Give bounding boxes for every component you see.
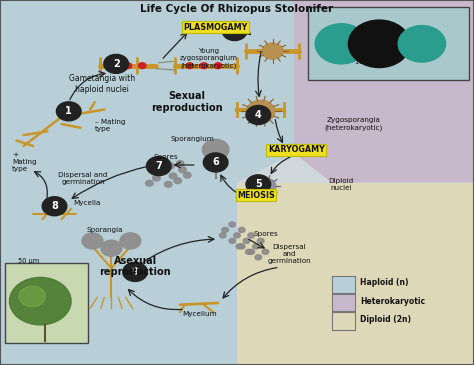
Circle shape (315, 24, 367, 64)
Circle shape (123, 262, 147, 281)
Circle shape (146, 157, 171, 176)
Text: – Mating
type: – Mating type (95, 119, 125, 132)
Text: Diploid
nuclei: Diploid nuclei (328, 178, 354, 191)
Circle shape (248, 249, 255, 254)
Circle shape (157, 162, 165, 168)
Text: Mycelia: Mycelia (73, 200, 101, 205)
Text: Sporangium: Sporangium (170, 137, 214, 142)
Circle shape (176, 161, 184, 166)
Circle shape (246, 175, 271, 194)
Circle shape (42, 197, 67, 216)
Text: 7: 7 (155, 161, 162, 171)
Circle shape (229, 238, 236, 243)
Text: Haploid (n): Haploid (n) (360, 278, 409, 287)
Circle shape (101, 240, 122, 256)
Circle shape (179, 167, 186, 173)
Circle shape (255, 255, 262, 260)
Circle shape (398, 26, 446, 62)
Text: Dispersal and
germination: Dispersal and germination (58, 172, 108, 185)
Circle shape (229, 222, 236, 227)
Circle shape (222, 22, 247, 41)
Circle shape (138, 63, 146, 69)
Polygon shape (237, 182, 474, 365)
Circle shape (238, 244, 245, 249)
Bar (308, 7, 469, 80)
Circle shape (19, 286, 46, 307)
Circle shape (183, 172, 191, 178)
Text: 5: 5 (255, 179, 262, 189)
Text: 3: 3 (231, 26, 238, 36)
Circle shape (153, 175, 160, 181)
Circle shape (167, 163, 174, 169)
Circle shape (257, 238, 264, 243)
Text: Spores: Spores (253, 231, 278, 237)
Text: Dispersal
and
germination: Dispersal and germination (267, 244, 311, 264)
Text: 1: 1 (65, 106, 72, 116)
Polygon shape (0, 0, 294, 365)
Circle shape (164, 181, 172, 187)
Text: Sexual
reproduction: Sexual reproduction (151, 91, 223, 113)
Text: Zygosporangia
(heterokaryotic): Zygosporangia (heterokaryotic) (324, 118, 382, 131)
Circle shape (214, 63, 222, 69)
Circle shape (238, 227, 245, 233)
Circle shape (222, 227, 228, 233)
Polygon shape (294, 0, 474, 182)
Circle shape (236, 244, 243, 249)
Circle shape (110, 63, 118, 69)
Text: 9: 9 (132, 267, 138, 277)
Text: 50 μm: 50 μm (18, 258, 39, 264)
Text: Heterokaryotic: Heterokaryotic (360, 297, 425, 306)
Circle shape (120, 233, 141, 249)
Circle shape (248, 233, 255, 238)
Circle shape (9, 277, 71, 325)
Text: Gametangia with
haploid nuclei: Gametangia with haploid nuclei (69, 74, 135, 94)
Circle shape (186, 63, 193, 69)
Bar (5, 263, 88, 343)
Circle shape (56, 102, 81, 121)
Circle shape (200, 63, 208, 69)
Circle shape (146, 180, 153, 186)
Circle shape (262, 249, 269, 254)
Circle shape (219, 233, 226, 238)
Circle shape (246, 105, 271, 124)
Text: Sporangia: Sporangia (86, 227, 123, 233)
Text: KARYOGAMY: KARYOGAMY (268, 145, 325, 154)
Circle shape (202, 139, 229, 160)
Text: Asexual
reproduction: Asexual reproduction (99, 255, 171, 277)
Text: 6: 6 (212, 157, 219, 168)
Circle shape (348, 20, 410, 68)
Circle shape (124, 63, 132, 69)
Circle shape (243, 238, 250, 243)
Text: Young
zygosporangium
(heterokaryotic): Young zygosporangium (heterokaryotic) (180, 48, 237, 69)
Text: 4: 4 (255, 110, 262, 120)
Circle shape (174, 178, 182, 184)
Text: Diploid (2n): Diploid (2n) (360, 315, 411, 324)
Circle shape (203, 153, 228, 172)
Circle shape (169, 173, 177, 179)
Circle shape (82, 233, 103, 249)
Text: MEIOSIS: MEIOSIS (237, 191, 275, 200)
Bar (332, 312, 355, 330)
Text: Mycelium: Mycelium (182, 311, 217, 317)
Bar (332, 294, 355, 311)
Text: Spores: Spores (154, 154, 178, 160)
Circle shape (255, 178, 276, 194)
Text: PLASMOGAMY: PLASMOGAMY (183, 23, 248, 32)
Text: 8: 8 (51, 201, 58, 211)
Circle shape (262, 43, 283, 59)
Bar (332, 276, 355, 293)
Circle shape (246, 100, 275, 122)
Circle shape (234, 233, 240, 238)
Circle shape (160, 169, 167, 174)
Text: Life Cycle Of Rhizopus Stolonifer: Life Cycle Of Rhizopus Stolonifer (140, 4, 334, 14)
Circle shape (104, 54, 128, 73)
Text: +
Mating
type: + Mating type (12, 153, 36, 172)
Text: 100 μm: 100 μm (355, 59, 380, 65)
Circle shape (253, 244, 259, 249)
Text: 2: 2 (113, 59, 119, 69)
Circle shape (246, 249, 252, 254)
